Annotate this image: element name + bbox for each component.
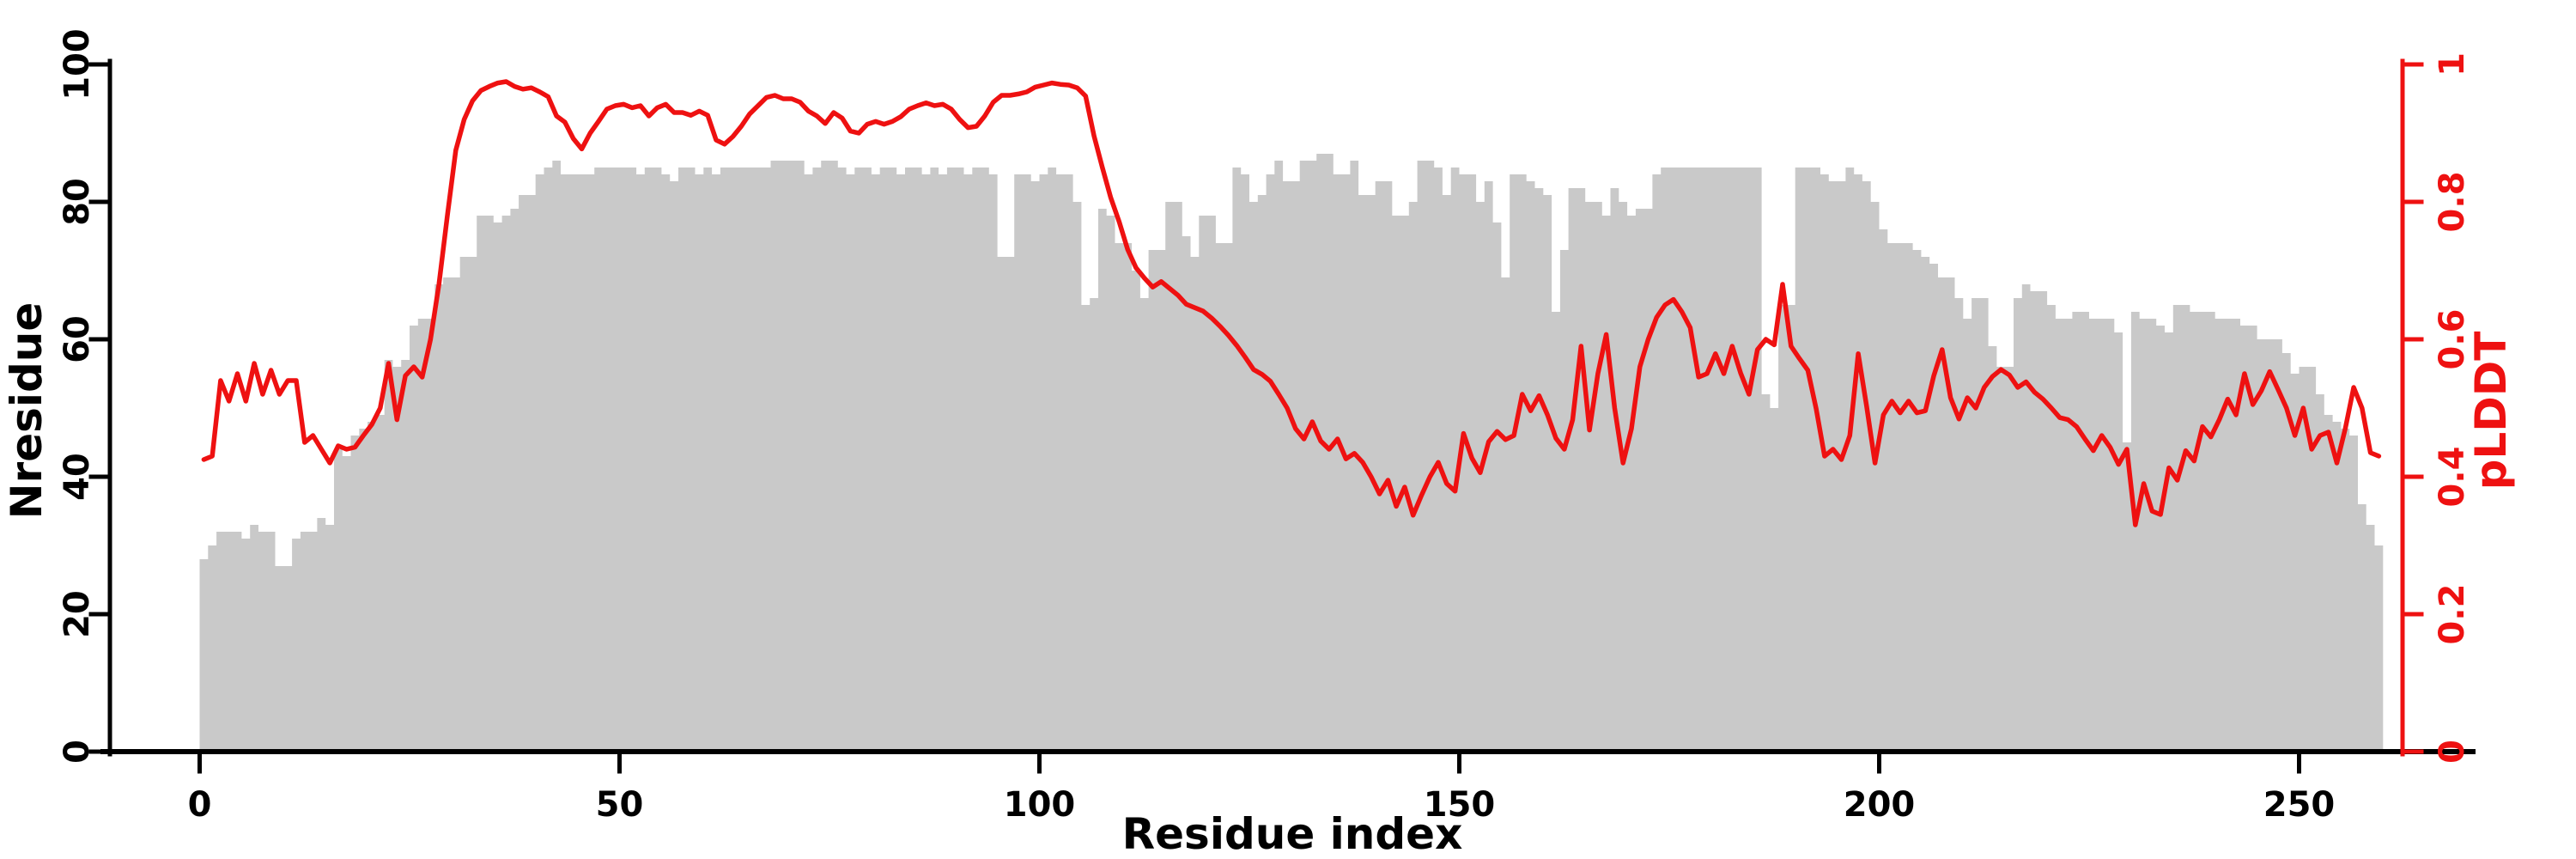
nresidue-bars (199, 154, 2384, 752)
right-tick-label: 1 (2433, 52, 2472, 76)
x-axis-title: Residue index (1122, 809, 1463, 859)
left-tick-label: 0 (58, 740, 97, 764)
left-axis: 0 20 40 60 80 100 (58, 28, 112, 764)
x-tick-label: 150 (1424, 785, 1496, 825)
left-tick-label: 40 (58, 453, 97, 501)
right-axis-title: pLDDT (2466, 332, 2516, 490)
bottom-axis: 0 50 100 150 200 250 (100, 749, 2476, 825)
x-tick-label: 200 (1844, 785, 1916, 825)
right-tick-label: 0.2 (2433, 584, 2472, 645)
right-tick-label: 0.6 (2433, 309, 2472, 370)
plddt-line (201, 79, 2382, 527)
right-tick-label: 0.4 (2433, 447, 2472, 508)
right-tick-label: 0 (2433, 740, 2472, 764)
x-tick-label: 0 (188, 785, 212, 825)
left-tick-label: 60 (58, 315, 97, 363)
x-tick-label: 250 (2263, 785, 2336, 825)
right-tick-label: 0.8 (2433, 172, 2472, 233)
left-tick-label: 20 (58, 590, 97, 638)
x-tick-label: 100 (1004, 785, 1076, 825)
left-tick-label: 80 (58, 178, 97, 226)
left-tick-label: 100 (58, 28, 97, 101)
x-tick-label: 50 (596, 785, 644, 825)
left-axis-title: Nresidue (2, 302, 52, 520)
right-axis: 0 0.2 0.4 0.6 0.8 1 (2400, 52, 2472, 764)
